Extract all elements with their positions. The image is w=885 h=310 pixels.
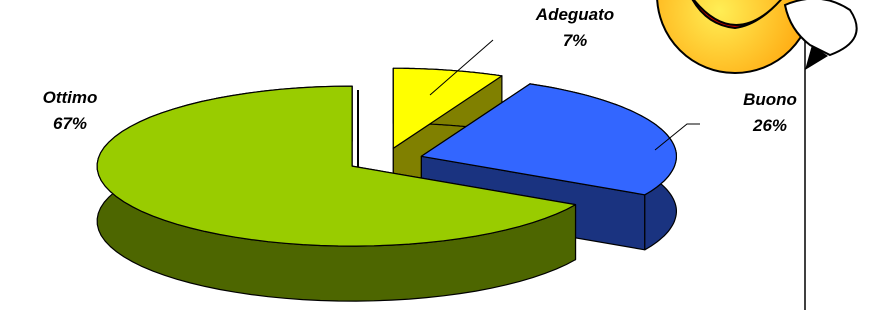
slice-label: Ottimo <box>43 88 98 107</box>
slice-value-label: 7% <box>563 31 588 50</box>
slice-value-label: 67% <box>53 114 87 133</box>
chart: Adeguato 7% Buono 26% Ottimo 67% <box>0 0 885 310</box>
slice-value-label: 26% <box>752 116 787 135</box>
slice-label: Buono <box>743 90 797 109</box>
slice-label: Adeguato <box>535 5 614 24</box>
